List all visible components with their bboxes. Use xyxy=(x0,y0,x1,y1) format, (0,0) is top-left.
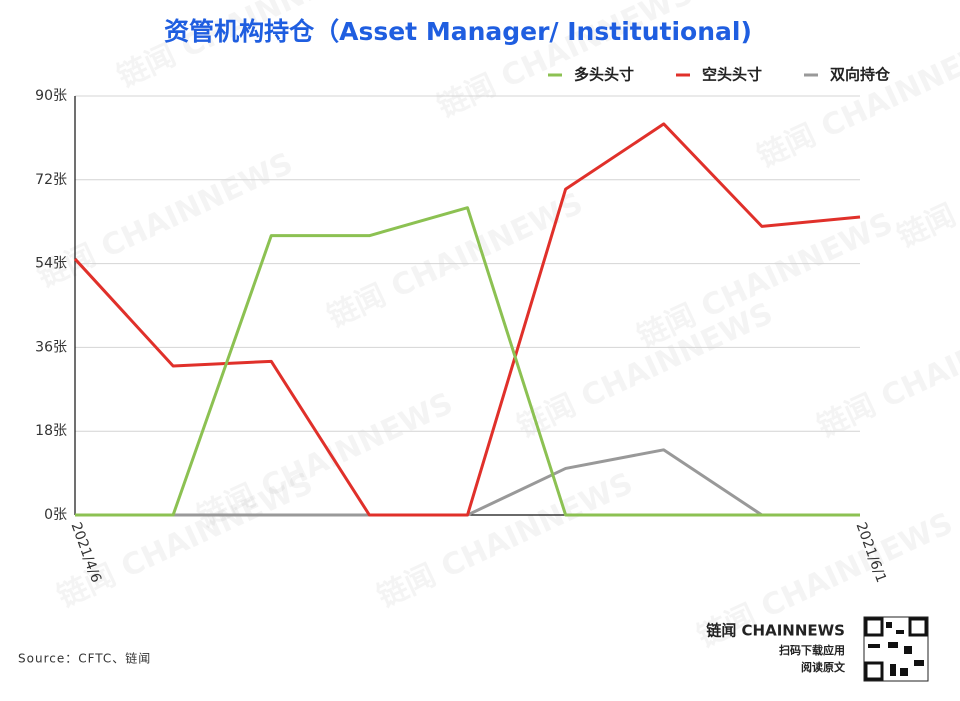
watermark: 链闻 CHAINNEWS xyxy=(322,186,588,335)
legend: 多头头寸 空头头寸 双向持仓 xyxy=(548,66,891,84)
legend-label: 空头头寸 xyxy=(702,66,762,84)
logo-subtitle: 阅读原文 xyxy=(801,660,846,674)
y-tick-label: 54张 xyxy=(35,256,67,272)
legend-label: 多头头寸 xyxy=(574,66,634,84)
line xyxy=(75,206,860,517)
watermark: 链闻 CHAINNEWS xyxy=(892,106,960,255)
y-tick-label: 18张 xyxy=(35,423,67,439)
y-tick-label: 36张 xyxy=(35,339,67,355)
watermark: 链闻 CHAINNEWS xyxy=(52,466,318,615)
chart-title: 资管机构持仓（Asset Manager/ Institutional) xyxy=(164,17,752,46)
watermark: 链闻 CHAINNEWS xyxy=(752,26,960,175)
watermark: 链闻 CHAINNEWS xyxy=(112,0,378,95)
y-tick-label: 90张 xyxy=(35,88,67,104)
source: Source：CFTC、链闻 xyxy=(18,651,151,666)
legend-label: 双向持仓 xyxy=(830,66,891,84)
watermark: 链闻 CHAINNEWS xyxy=(812,296,960,445)
y-tick-label: 0张 xyxy=(44,507,67,523)
line xyxy=(73,122,861,517)
watermark: 链闻 CHAINNEWS xyxy=(372,466,638,615)
logo-subtitle: 扫码下载应用 xyxy=(779,643,845,657)
qr-code xyxy=(863,616,929,682)
logo-text: 链闻 CHAINNEWS xyxy=(706,622,845,640)
y-tick-label: 72张 xyxy=(35,172,67,188)
